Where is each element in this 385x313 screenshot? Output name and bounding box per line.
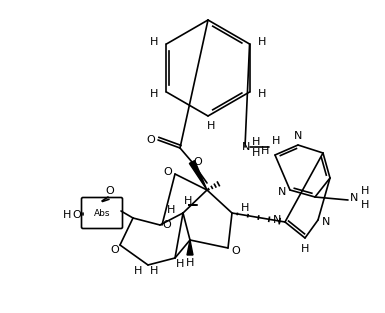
Text: H: H <box>186 258 194 268</box>
Text: H: H <box>258 89 266 99</box>
Text: H: H <box>241 203 249 213</box>
Text: O: O <box>164 167 172 177</box>
Text: H: H <box>176 259 184 269</box>
Text: H: H <box>150 37 159 47</box>
Text: H: H <box>301 244 309 254</box>
Text: N: N <box>242 142 250 152</box>
Text: O: O <box>105 186 114 196</box>
Text: H: H <box>252 148 260 158</box>
Text: Abs: Abs <box>94 208 110 218</box>
Text: H: H <box>167 205 175 215</box>
Text: N: N <box>278 187 286 197</box>
Text: O: O <box>147 135 156 145</box>
Polygon shape <box>189 161 207 190</box>
Text: N: N <box>322 217 330 227</box>
Text: H: H <box>361 186 369 196</box>
Text: H: H <box>63 210 71 220</box>
Text: H: H <box>272 136 280 146</box>
Text: H: H <box>150 89 159 99</box>
Text: O: O <box>73 210 81 220</box>
Text: N: N <box>273 215 281 225</box>
Text: H: H <box>150 266 158 276</box>
Text: H: H <box>207 121 215 131</box>
Text: O: O <box>232 246 240 256</box>
Text: O: O <box>162 220 171 230</box>
Text: H: H <box>134 266 142 276</box>
Text: H: H <box>261 146 269 156</box>
Text: H: H <box>258 37 266 47</box>
Text: O: O <box>194 157 203 167</box>
Text: H: H <box>361 200 369 210</box>
Text: N: N <box>294 131 302 141</box>
Text: O: O <box>110 245 119 255</box>
Polygon shape <box>187 240 193 255</box>
Text: H: H <box>184 196 192 206</box>
Text: H: H <box>252 137 260 147</box>
Text: N: N <box>350 193 358 203</box>
